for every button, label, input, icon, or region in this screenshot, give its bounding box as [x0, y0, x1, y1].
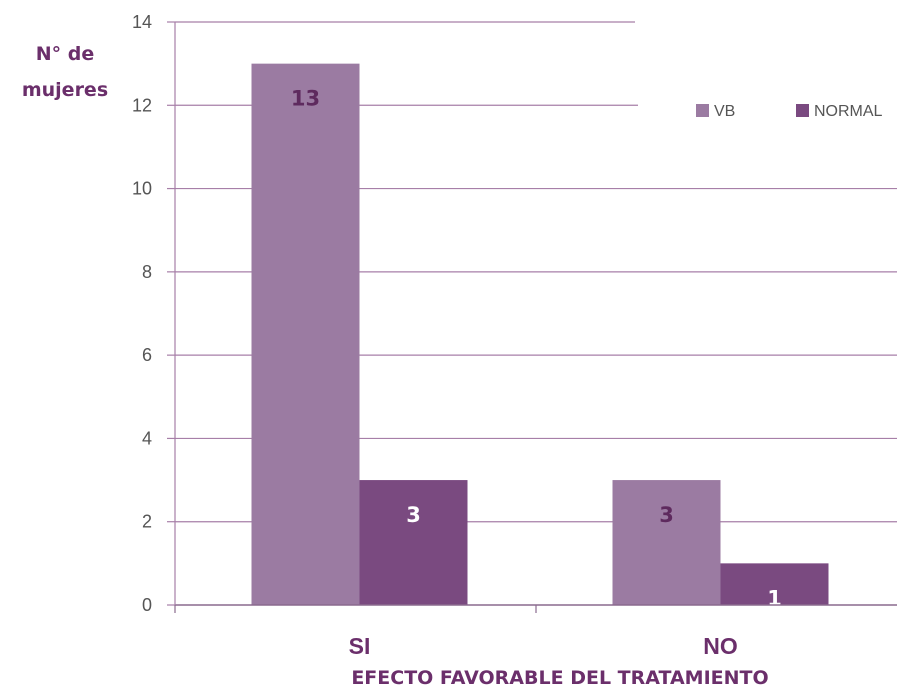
- y-axis-label-line-1: N° de: [35, 43, 95, 65]
- y-axis-label-line-2: mujeres: [21, 79, 109, 101]
- legend: VB NORMAL: [696, 103, 883, 120]
- bar-si-vb: [251, 63, 360, 605]
- x-axis-title: EFECTO FAVORABLE DEL TRATAMIENTO: [351, 667, 768, 689]
- y-tick-label-12: 12: [132, 95, 152, 115]
- legend-swatch-normal: [796, 104, 809, 117]
- data-label-no-vb: 3: [659, 503, 674, 527]
- legend-swatch-vb: [696, 104, 709, 117]
- category-label-si: SI: [349, 633, 371, 659]
- bar-no-normal: [720, 563, 829, 605]
- y-tick-label-0: 0: [142, 595, 152, 615]
- y-tick-label-6: 6: [142, 345, 152, 365]
- data-label-si-normal: 3: [406, 503, 421, 527]
- y-tick-label-10: 10: [132, 179, 152, 199]
- category-label-no: NO: [703, 633, 738, 659]
- data-label-no-normal: 1: [767, 586, 782, 610]
- bars: [251, 63, 829, 605]
- legend-label-normal: NORMAL: [814, 103, 883, 120]
- bar-no-vb: [612, 480, 721, 605]
- category-labels: SI NO: [349, 633, 738, 659]
- y-tick-label-2: 2: [142, 512, 152, 532]
- data-label-si-vb: 13: [291, 87, 320, 111]
- legend-label-vb: VB: [714, 103, 735, 120]
- y-tick-label-14: 14: [132, 12, 152, 32]
- y-tick-labels: 0 2 4 6 8 10 12 14: [132, 12, 152, 615]
- x-axis: [174, 22, 897, 613]
- y-tick-label-8: 8: [142, 262, 152, 282]
- bar-si-normal: [359, 480, 468, 605]
- y-tick-label-4: 4: [142, 428, 152, 448]
